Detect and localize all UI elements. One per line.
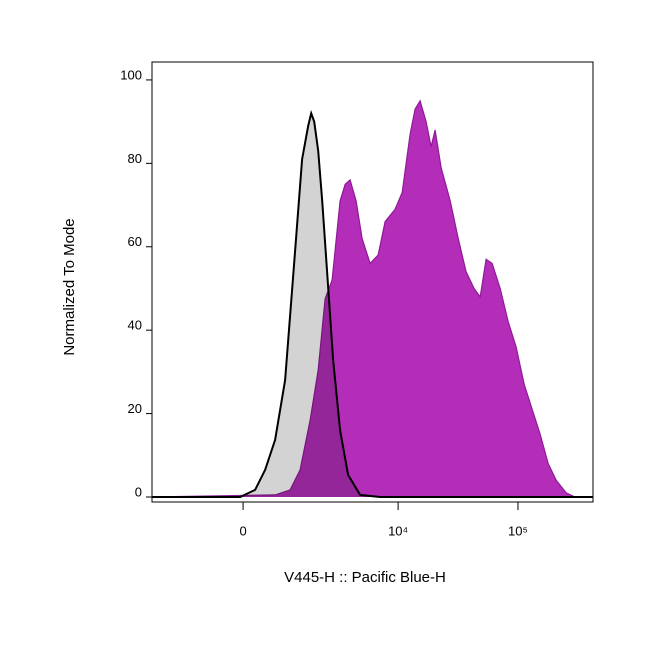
histogram-outline [151,99,593,498]
y-axis-label: Normalized To Mode [61,218,78,355]
plot-frame [151,61,594,503]
y-tick-label: 20 [128,401,142,416]
y-tick-label: 40 [128,318,142,333]
histogram-area [152,100,593,498]
y-tick-label: 100 [120,67,142,82]
x-axis-label: V445-H :: Pacific Blue-H [284,569,446,586]
x-tick-label: 10⁵ [508,523,528,538]
histogram-outline [152,109,593,498]
y-tick-label: 80 [128,151,142,166]
x-tick-label: 10⁴ [388,523,408,538]
x-tick-label: 0 [239,523,246,538]
y-tick-label: 60 [128,234,142,249]
y-tick-label: 0 [135,484,142,499]
